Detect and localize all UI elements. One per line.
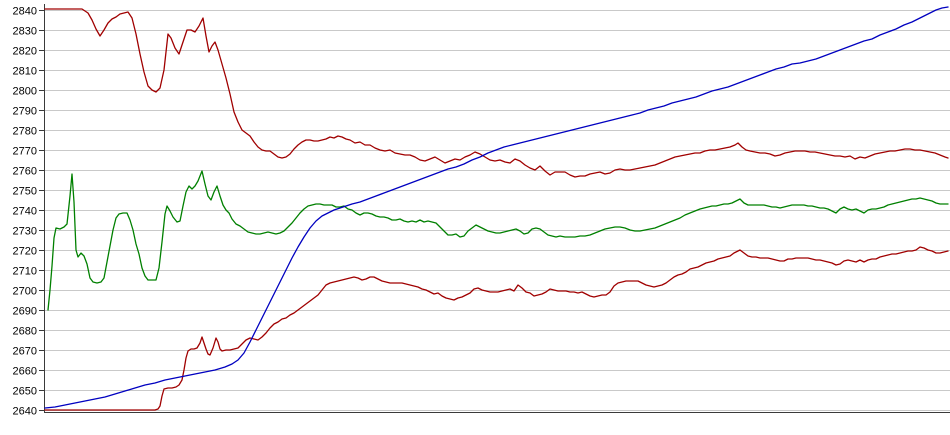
y-tick-label: 2700 [13, 286, 37, 298]
y-tick-label: 2690 [13, 306, 37, 318]
y-tick-label: 2730 [13, 226, 37, 238]
y-tick-label: 2760 [13, 166, 37, 178]
y-tick-label: 2840 [13, 6, 37, 18]
series-upper-band [44, 8, 949, 178]
y-tick-label: 2800 [13, 86, 37, 98]
y-tick-label: 2830 [13, 26, 37, 38]
y-tick-label: 2810 [13, 66, 37, 78]
series-lower-band [44, 246, 949, 411]
y-tick-label: 2660 [13, 366, 37, 378]
y-tick-label: 2820 [13, 46, 37, 58]
y-tick-label: 2680 [13, 326, 37, 338]
series-rising-line [44, 6, 949, 409]
y-tick-label: 2780 [13, 126, 37, 138]
y-tick-label: 2770 [13, 146, 37, 158]
y-tick-label: 2640 [13, 406, 37, 418]
series-middle-line [47, 170, 949, 311]
y-tick-label: 2720 [13, 246, 37, 258]
y-tick-label: 2650 [13, 386, 37, 398]
y-tick-label: 2710 [13, 266, 37, 278]
y-tick-label: 2740 [13, 206, 37, 218]
y-tick-label: 2750 [13, 186, 37, 198]
y-tick-label: 2790 [13, 106, 37, 118]
y-tick-label: 2670 [13, 346, 37, 358]
